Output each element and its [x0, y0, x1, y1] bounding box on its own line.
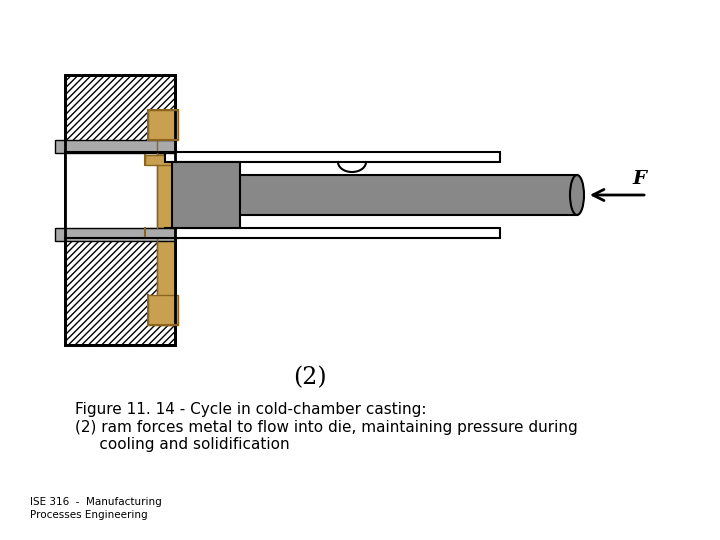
Bar [172, 162, 240, 228]
Bar [165, 152, 500, 162]
Text: Figure 11. 14 ‑ Cycle in cold‑chamber casting:: Figure 11. 14 ‑ Cycle in cold‑chamber ca… [75, 402, 426, 417]
Ellipse shape [570, 175, 584, 215]
Bar [145, 228, 178, 238]
Bar [55, 228, 175, 241]
Bar [55, 140, 175, 153]
Bar [148, 110, 178, 140]
Bar [157, 110, 175, 325]
Text: (2): (2) [293, 367, 327, 389]
Text: (2) ram forces metal to flow into die, maintaining pressure during: (2) ram forces metal to flow into die, m… [75, 420, 577, 435]
Text: F: F [632, 170, 646, 188]
Text: Processes Engineering: Processes Engineering [30, 510, 148, 520]
Bar [145, 155, 178, 165]
Bar [148, 295, 178, 325]
Bar [65, 75, 175, 345]
Text: ISE 316  -  Manufacturing: ISE 316 - Manufacturing [30, 497, 162, 507]
Bar [165, 228, 500, 238]
Text: cooling and solidification: cooling and solidification [75, 437, 289, 452]
Bar [65, 75, 175, 345]
Bar [65, 152, 180, 238]
Bar [235, 175, 577, 215]
